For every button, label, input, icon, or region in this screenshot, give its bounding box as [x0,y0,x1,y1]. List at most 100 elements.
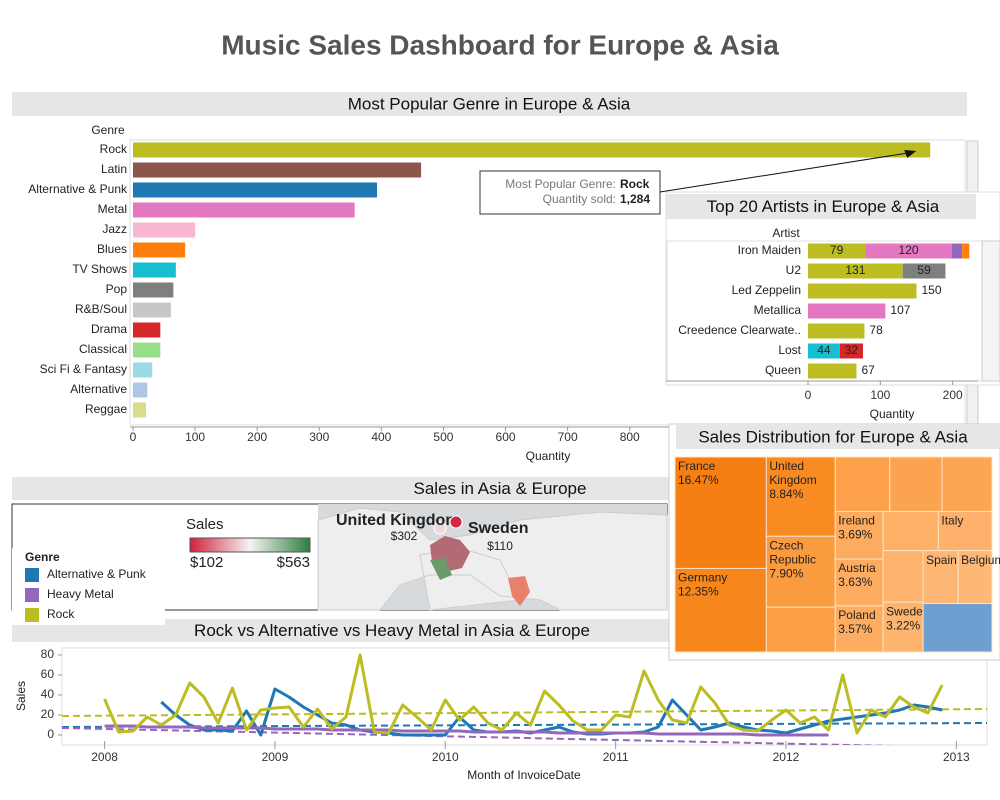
map-region [508,576,530,606]
value-label: 78 [869,323,883,337]
y-axis-label: Genre [91,123,125,137]
x-tick-label: 800 [620,430,640,444]
bar-segment [839,343,863,359]
series-line [103,653,944,735]
treemap-label: Czech Republic [769,538,816,566]
treemap-label: Belgium [961,553,1000,567]
treemap-cell [834,558,884,607]
annotation-label: Quantity sold: [543,192,616,206]
bar-segment [808,343,840,359]
treemap-cell [957,550,993,605]
x-tick-label: 200 [943,388,963,402]
treemap-cell [765,606,836,653]
treemap-cell [889,456,943,512]
bar-segment [808,243,866,259]
y-tick-label: 20 [41,707,55,721]
bar-segment [962,243,970,259]
category-label: Drama [91,322,127,336]
y-tick-label: 0 [47,727,54,741]
treemap-label: Poland [838,608,875,622]
bar-segment [808,263,903,279]
treemap-label: Ireland [838,514,875,528]
category-label: Jazz [102,222,127,236]
bar [133,322,161,338]
bar [133,202,355,218]
bar-segment [808,323,865,339]
map-region [430,558,452,580]
category-label: Sci Fi & Fantasy [40,362,127,376]
category-label: R&B/Soul [75,302,127,316]
bar [133,302,171,318]
x-tick-label: 2008 [91,750,118,764]
annotation-label: Most Popular Genre: [505,177,616,191]
x-tick-label: 2012 [773,750,800,764]
bar [133,242,186,258]
category-label: Latin [101,162,127,176]
treemap-cell [937,510,993,552]
treemap-value: 16.47% [678,473,719,487]
y-axis-label: Artist [772,226,800,240]
x-tick-label: 500 [433,430,453,444]
treemap-label: Spain [926,553,957,567]
category-label: Blues [97,242,127,256]
treemap-cell [922,603,993,653]
treemap-value: 7.90% [769,566,803,580]
x-tick-label: 100 [185,430,205,444]
category-label: Metal [98,202,127,216]
country-value: $110 [487,539,513,553]
x-tick-label: 700 [558,430,578,444]
x-tick-label: 0 [130,430,137,444]
treemap-label: Italy [941,514,963,528]
category-label: Reggae [85,402,127,416]
category-label: TV Shows [72,262,127,276]
treemap-chart: Sales Distribution for Europe & Asia Fran… [668,423,1000,661]
bar [133,382,148,398]
category-label: Pop [106,282,128,296]
bar-segment [865,243,952,259]
value-label: 79 [830,243,844,257]
plot-frame [61,647,988,746]
bar [133,222,196,238]
category-label: U2 [786,263,802,277]
annotation-arrow [659,151,915,193]
x-tick-label: 600 [496,430,516,444]
x-tick-label: 0 [805,388,812,402]
color-scale-label: $563 [277,554,310,571]
legend-label: Heavy Metal [47,587,114,601]
series-line [104,724,829,737]
treemap-cell [882,550,924,603]
panel-title: Top 20 Artists in Europe & Asia [707,197,940,216]
panel-header [676,425,1000,449]
value-label: 120 [899,243,919,257]
treemap-cell [674,567,767,653]
x-tick-label: 300 [309,430,329,444]
category-label: Alternative & Punk [28,182,128,196]
series-line [160,687,943,737]
x-axis-label: Quantity [870,407,915,421]
bar [133,282,174,298]
treemap-value: 12.35% [678,585,719,599]
annotation-value: Rock [620,177,650,191]
treemap-value: 3.63% [838,575,872,589]
bar [133,362,153,378]
value-label: 59 [917,263,931,277]
treemap-cell [765,535,836,608]
annotation-box [479,170,661,215]
bar-segment [808,283,917,299]
legend-label: Rock [47,607,75,621]
bar [133,162,422,178]
treemap-value: 3.57% [838,622,872,636]
x-tick-label: 2010 [432,750,459,764]
panel-header [12,619,772,642]
legend-swatch [25,588,39,602]
category-label: Creedence Clearwate.. [678,323,801,337]
category-label: Classical [79,342,127,356]
color-scale [189,537,311,553]
panel-title: Sales Distribution for Europe & Asia [698,427,968,446]
x-tick-label: 400 [371,430,391,444]
treemap-label: Sweden [886,604,929,618]
bar [133,262,176,278]
y-axis-label: Sales [14,681,28,711]
x-tick-label: 2011 [603,750,629,764]
